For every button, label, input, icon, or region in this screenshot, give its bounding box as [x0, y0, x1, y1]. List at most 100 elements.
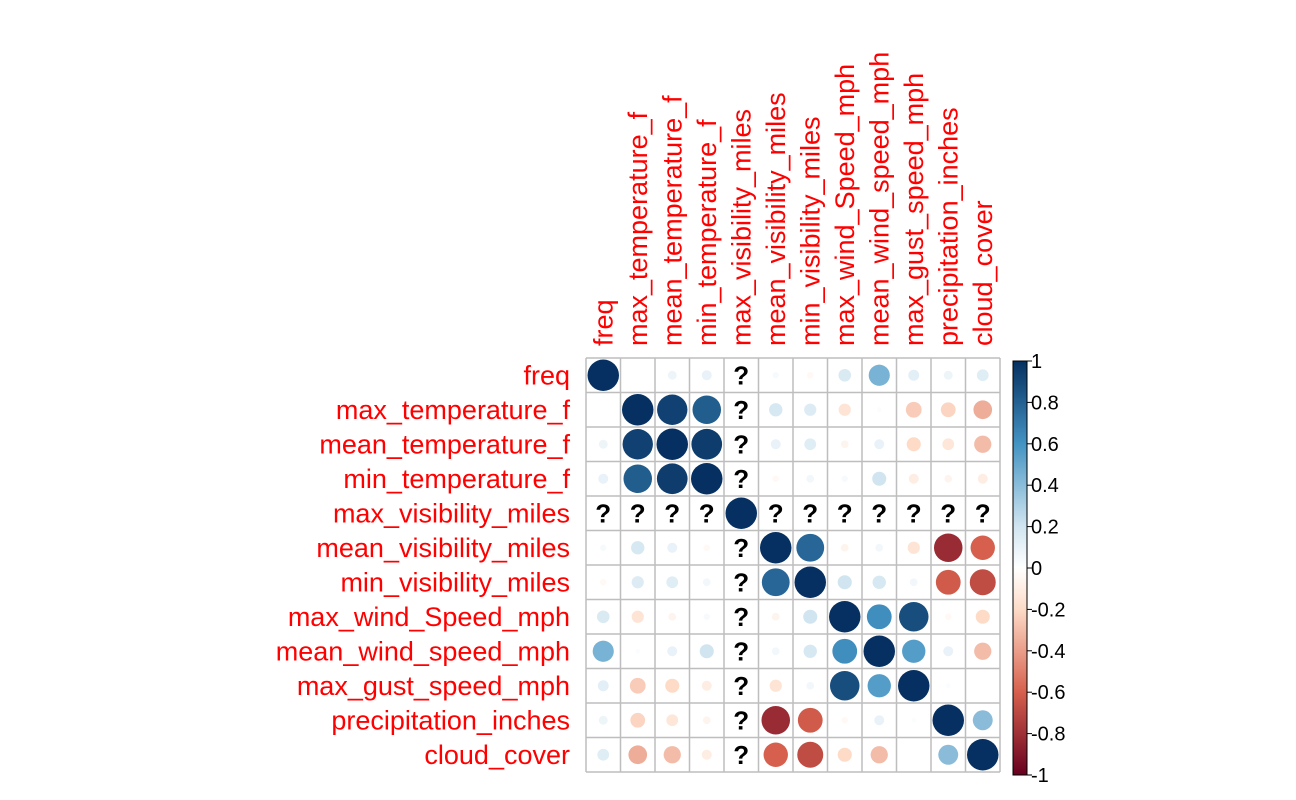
correlation-circle	[902, 639, 926, 663]
missing-value-mark: ?	[733, 636, 749, 666]
colorbar-tick-label: -1	[1031, 765, 1049, 787]
correlation-circle	[600, 544, 607, 551]
missing-value-mark: ?	[733, 360, 749, 390]
colorbar-tick-label: 0.8	[1031, 392, 1059, 414]
correlation-circle	[967, 739, 999, 771]
correlation-circle	[932, 704, 964, 736]
missing-value-mark: ?	[664, 498, 680, 528]
correlation-circle	[974, 435, 992, 453]
correlation-circle	[837, 747, 852, 762]
missing-value-mark: ?	[595, 498, 611, 528]
missing-value-mark: ?	[940, 498, 956, 528]
correlation-circle	[976, 369, 989, 382]
correlation-circle	[944, 474, 953, 483]
correlation-circle	[940, 402, 956, 418]
grid	[585, 357, 1001, 773]
correlation-circle	[872, 575, 886, 589]
correlation-circle	[841, 475, 848, 482]
correlation-circle	[592, 640, 614, 662]
correlation-circle	[898, 670, 930, 702]
colorbar-tick-label: 0.2	[1031, 517, 1059, 539]
correlation-circle	[623, 464, 653, 494]
row-label: precipitation_inches	[331, 705, 570, 735]
correlation-circle	[770, 439, 781, 450]
correlation-circle	[771, 647, 780, 656]
missing-value-mark: ?	[837, 498, 853, 528]
column-label: precipitation_inches	[933, 107, 963, 346]
correlation-circle	[867, 674, 891, 698]
correlation-circle	[702, 578, 711, 587]
correlation-circle	[771, 612, 780, 621]
missing-value-mark: ?	[733, 464, 749, 494]
correlation-circle	[667, 646, 678, 657]
correlation-circle	[946, 683, 951, 688]
correlation-circle	[911, 718, 916, 723]
correlation-circle	[969, 569, 996, 596]
correlation-circle	[666, 576, 679, 589]
missing-value-mark: ?	[733, 740, 749, 770]
correlation-circle	[803, 609, 818, 624]
correlation-circle	[874, 715, 885, 726]
correlation-circle	[974, 642, 992, 660]
correlation-circle	[691, 463, 723, 495]
missing-value-mark: ?	[733, 533, 749, 563]
column-label: mean_wind_speed_mph	[864, 52, 894, 346]
correlation-circle	[761, 705, 791, 735]
correlation-circle	[598, 715, 608, 725]
missing-value-mark: ?	[733, 429, 749, 459]
correlation-circle	[945, 613, 952, 620]
correlation-circle	[663, 746, 681, 764]
correlation-circle	[702, 716, 711, 725]
correlation-circle	[628, 745, 648, 765]
row-label: max_gust_speed_mph	[297, 671, 570, 701]
correlation-circle	[872, 471, 887, 486]
correlation-circle	[841, 717, 848, 724]
correlation-circle	[832, 638, 858, 664]
correlation-circle	[598, 473, 609, 484]
correlation-circle	[769, 403, 783, 417]
correlation-circle	[877, 407, 882, 412]
row-label: min_visibility_miles	[340, 567, 570, 597]
correlation-circle	[631, 576, 644, 589]
correlation-circle	[868, 364, 890, 386]
colorbar-tick-label: -0.6	[1031, 682, 1065, 704]
correlation-circle	[905, 401, 922, 418]
correlation-circle	[691, 428, 723, 460]
correlation-circle	[970, 535, 995, 560]
correlation-circle	[587, 359, 619, 391]
correlation-circle	[972, 710, 993, 731]
missing-value-mark: ?	[906, 498, 922, 528]
colorbar-tick-label: 0	[1031, 558, 1042, 580]
correlation-circle	[760, 532, 792, 564]
correlation-circle	[938, 744, 959, 765]
correlation-circle	[703, 613, 710, 620]
row-labels: freq max_temperature_f mean_temperature_fm…	[276, 360, 571, 770]
correlation-circle	[840, 440, 849, 449]
correlation-circle	[772, 475, 779, 482]
column-label: mean_temperature_f	[657, 95, 687, 346]
correlation-circle	[837, 575, 852, 590]
column-label: min_visibility_miles	[795, 116, 825, 346]
column-label: freq	[588, 299, 618, 346]
correlation-circle	[933, 533, 963, 563]
correlation-circle	[908, 369, 920, 381]
correlation-circle	[840, 543, 849, 552]
column-labels: freq max_temperature_f mean_temperature_f m…	[588, 52, 998, 346]
correlation-circle	[807, 372, 814, 379]
correlation-circle	[794, 566, 826, 598]
column-label: cloud_cover	[968, 200, 998, 346]
correlation-circle	[838, 368, 852, 382]
correlation-circle	[943, 646, 954, 657]
correlation-circle	[596, 610, 610, 624]
correlation-circle	[629, 677, 646, 694]
cells: ??????????????????????	[587, 359, 999, 771]
column-label: mean_visibility_miles	[761, 92, 791, 346]
column-label: max_visibility_miles	[726, 109, 756, 346]
correlation-circle	[635, 649, 640, 654]
missing-value-mark: ?	[975, 498, 991, 528]
correlation-circle	[797, 707, 823, 733]
correlation-circle	[943, 370, 953, 380]
correlation-circle	[804, 438, 817, 451]
row-label: max_wind_Speed_mph	[288, 602, 570, 632]
